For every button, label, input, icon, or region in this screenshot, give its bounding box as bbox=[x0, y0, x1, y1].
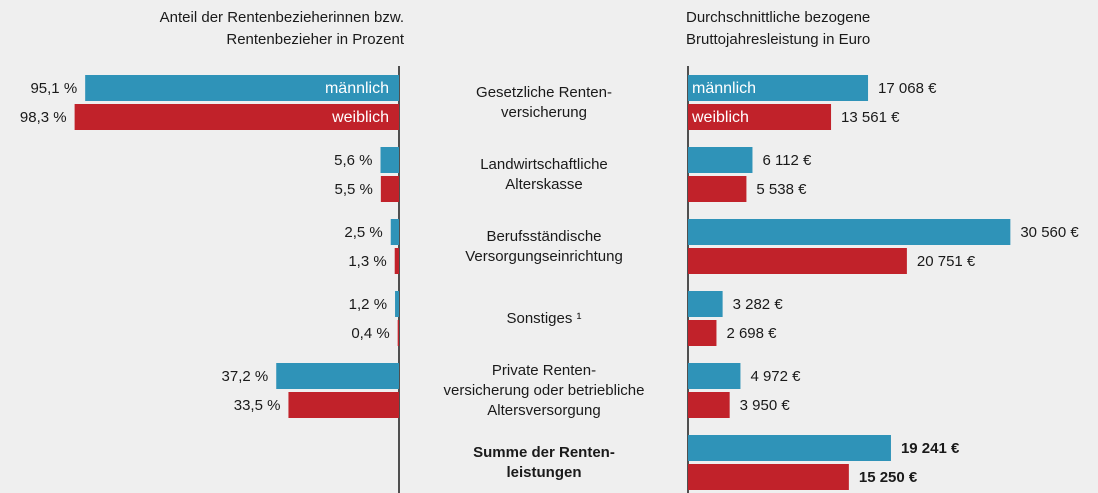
value-label: 17 068 € bbox=[878, 80, 937, 97]
bar bbox=[688, 75, 869, 101]
value-label: 33,5 % bbox=[234, 397, 281, 414]
value-label: 30 560 € bbox=[1020, 224, 1079, 241]
bar bbox=[688, 392, 730, 418]
legend-label: männlich bbox=[325, 80, 389, 97]
value-label: 19 241 € bbox=[901, 440, 960, 457]
legend-label: weiblich bbox=[331, 109, 389, 126]
bar bbox=[688, 363, 741, 389]
category-label: Berufsständische Versorgungseinrichtung bbox=[465, 228, 623, 265]
bar bbox=[688, 435, 891, 461]
bar bbox=[394, 248, 399, 274]
bar bbox=[380, 147, 399, 173]
category-label: Summe der Renten-leistungen bbox=[473, 444, 615, 481]
bar bbox=[688, 147, 753, 173]
value-label: 95,1 % bbox=[30, 80, 77, 97]
value-label: 6 112 € bbox=[762, 152, 812, 169]
bar bbox=[390, 219, 399, 245]
bar bbox=[74, 104, 400, 130]
value-label: 15 250 € bbox=[859, 469, 918, 486]
value-label: 98,3 % bbox=[20, 109, 67, 126]
bar bbox=[688, 219, 1011, 245]
value-label: 2,5 % bbox=[344, 224, 382, 241]
bar bbox=[380, 176, 399, 202]
legend-label: männlich bbox=[692, 80, 756, 97]
value-label: 3 282 € bbox=[733, 296, 784, 313]
value-label: 5,5 % bbox=[334, 181, 372, 198]
value-label: 20 751 € bbox=[917, 253, 976, 270]
category-label: Gesetzliche Renten-versicherung bbox=[476, 84, 612, 121]
bar bbox=[397, 320, 399, 346]
value-label: 37,2 % bbox=[222, 368, 269, 385]
bar bbox=[688, 104, 832, 130]
value-label: 5,6 % bbox=[334, 152, 372, 169]
bar bbox=[688, 291, 723, 317]
value-label: 1,3 % bbox=[348, 253, 386, 270]
chart-title: Anteil der Rentenbezieherinnen bzw. Rente… bbox=[160, 9, 405, 48]
bar bbox=[688, 248, 907, 274]
bar bbox=[276, 363, 399, 389]
bar bbox=[395, 291, 399, 317]
value-label: 4 972 € bbox=[750, 368, 801, 385]
category-label: Private Renten-versicherung oder betrieb… bbox=[444, 362, 645, 419]
value-label: 13 561 € bbox=[841, 109, 900, 126]
bar bbox=[85, 75, 400, 101]
legend-label: weiblich bbox=[691, 109, 749, 126]
bar bbox=[288, 392, 399, 418]
bar bbox=[688, 176, 747, 202]
category-label: Sonstiges ¹ bbox=[506, 310, 581, 327]
bar bbox=[688, 320, 717, 346]
value-label: 3 950 € bbox=[740, 397, 791, 414]
chart-title: Durchschnittliche bezogene Bruttojahresle… bbox=[686, 9, 870, 48]
value-label: 5 538 € bbox=[756, 181, 807, 198]
value-label: 0,4 % bbox=[351, 325, 389, 342]
bar bbox=[688, 464, 849, 490]
value-label: 1,2 % bbox=[349, 296, 387, 313]
category-label: Landwirtschaftliche Alterskasse bbox=[480, 156, 608, 193]
value-label: 2 698 € bbox=[726, 325, 777, 342]
